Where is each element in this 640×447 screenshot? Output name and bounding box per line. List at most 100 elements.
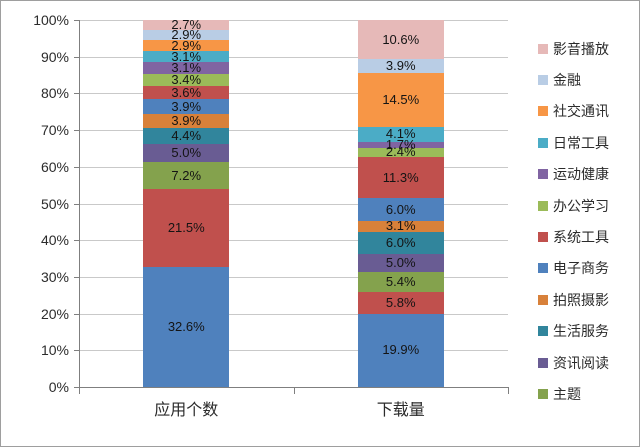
y-axis-tick-mark [74, 203, 79, 205]
x-axis-tick-mark [293, 388, 295, 394]
data-label: 3.9% [171, 98, 202, 114]
data-label: 4.1% [385, 126, 416, 142]
legend-swatch [538, 232, 548, 243]
bar-segment-生活服务: 6.0% [357, 231, 444, 255]
y-axis-tick-mark [74, 350, 79, 352]
legend-item-日常工具: 日常工具 [538, 127, 638, 158]
data-label: 6.0% [385, 235, 416, 250]
bar-segment-拍照摄影: 3.1% [357, 219, 444, 233]
y-axis-tick-mark [74, 20, 79, 21]
legend-item-金融: 金融 [538, 64, 638, 95]
gridline [79, 166, 508, 168]
y-axis-tick-label: 70% [40, 122, 69, 139]
legend-swatch [538, 106, 548, 117]
bar-segment-series-2: 21.5% [143, 188, 230, 268]
gridline [79, 350, 508, 352]
legend-label: 拍照摄影 [553, 291, 609, 308]
bar-segment-系统工具: 11.3% [357, 156, 444, 199]
y-axis-tick-label: 40% [40, 232, 69, 249]
data-label: 3.4% [171, 72, 202, 87]
bar-segment-主题: 5.4% [357, 272, 444, 293]
bar-segment-影音播放: 2.7% [143, 17, 230, 31]
legend-item-电子商务: 电子商务 [538, 253, 638, 284]
gridline [79, 93, 508, 95]
legend-label: 主题 [553, 385, 581, 402]
legend-swatch [538, 294, 548, 305]
bar-segment-电子商务: 3.9% [143, 99, 230, 114]
x-axis-tick-mark [79, 388, 80, 394]
x-axis-tick-mark [508, 388, 509, 394]
legend-swatch [538, 200, 548, 211]
legend: 影音播放 金融社交通讯日常工具 运动健康办公学习系统工具电子商务拍照摄影生活服务资讯… [538, 33, 638, 410]
bar-segment-拍照摄影: 3.9% [143, 113, 230, 128]
bar-segment-影音播放: 10.6% [357, 20, 444, 60]
y-axis-tick-mark [74, 276, 79, 278]
y-axis-tick-label: 60% [40, 158, 69, 175]
data-label: 5.0% [385, 255, 416, 271]
legend-item-主题: 主题 [538, 378, 638, 409]
bar-segment-series-1: 19.9% [357, 313, 444, 387]
y-axis-tick-label: 30% [40, 268, 69, 285]
plot-area: 2.7% 2.9% 2.9% 3.1% 3.1% 3.4% 3.6% 3.9% 3.9% 4.4%… [79, 17, 508, 387]
y-axis-tick-mark [74, 166, 79, 168]
data-label: 32.6% [167, 319, 205, 335]
legend-swatch [538, 388, 548, 399]
stacked-bar-下载量: 10.6% 3.9% 14.5% 4.1% 1.7% 2.4% 11.3% 6.0% 3.1% 6… [357, 20, 444, 387]
y-axis-tick-mark [74, 93, 79, 95]
y-axis-tick-label: 50% [40, 195, 69, 212]
data-label: 5.0% [171, 145, 202, 161]
legend-swatch [538, 326, 548, 337]
data-label: 6.0% [385, 201, 416, 217]
data-label: 14.5% [382, 92, 420, 108]
data-label: 21.5% [167, 220, 205, 236]
bar-segment-主题: 7.2% [143, 162, 230, 189]
data-label: 3.9% [385, 58, 416, 74]
legend-label: 社交通讯 [553, 103, 609, 120]
bar-segment-社交通讯: 2.9% [143, 38, 230, 52]
y-axis-tick-label: 100% [33, 12, 69, 28]
gridline [79, 313, 508, 315]
legend-item-运动健康: 运动健康 [538, 159, 638, 190]
y-axis-tick-mark [74, 313, 79, 315]
bar-segment-运动健康: 3.1% [143, 61, 230, 75]
y-axis-tick-mark [74, 56, 79, 58]
bar-segment-资讯阅读: 5.0% [357, 254, 444, 273]
legend-label: 系统工具 [553, 229, 609, 246]
legend-label: 资讯阅读 [553, 354, 609, 371]
y-axis-tick-label: 20% [40, 305, 69, 322]
gridline [79, 130, 508, 132]
stacked-bar-应用个数: 2.7% 2.9% 2.9% 3.1% 3.1% 3.4% 3.6% 3.9% 3.9% 4.4%… [143, 17, 230, 387]
legend-label: 生活服务 [553, 323, 609, 340]
category-label-应用个数: 应用个数 [154, 402, 219, 419]
legend-item-拍照摄影: 拍照摄影 [538, 284, 638, 315]
bar-segment-办公学习: 3.4% [143, 73, 230, 87]
legend-swatch [538, 43, 548, 54]
bar-segment-系统工具: 3.6% [143, 85, 230, 100]
legend-item-生活服务: 生活服务 [538, 316, 638, 347]
data-label: 10.6% [382, 31, 420, 47]
legend-item-影音播放: 影音播放 [538, 33, 638, 64]
y-axis-tick-label: 80% [40, 85, 69, 102]
legend-swatch [538, 137, 548, 148]
data-label: 19.9% [382, 342, 420, 358]
bar-segment-社交通讯: 14.5% [357, 73, 444, 127]
bar-segment-series-1: 32.6% [143, 267, 230, 387]
legend-item-社交通讯: 社交通讯 [538, 96, 638, 127]
y-axis-tick-mark [74, 240, 79, 242]
legend-item-资讯阅读: 资讯阅读 [538, 347, 638, 378]
y-axis-tick-label: 10% [40, 342, 69, 359]
category-label-下载量: 下载量 [376, 402, 425, 419]
bar-segment-series-2: 5.8% [357, 292, 444, 314]
y-axis-tick-mark [74, 387, 79, 388]
data-label: 11.3% [382, 169, 419, 185]
data-label: 3.9% [171, 112, 202, 128]
legend-swatch [538, 357, 548, 368]
gridline [79, 56, 508, 58]
bar-segment-金融: 3.9% [357, 59, 444, 74]
bar-segment-金融: 2.9% [143, 28, 230, 42]
legend-swatch [538, 75, 548, 86]
bar-segment-生活服务: 4.4% [143, 127, 230, 145]
y-axis-tick-label: 90% [40, 48, 69, 65]
legend-label: 办公学习 [553, 197, 609, 214]
